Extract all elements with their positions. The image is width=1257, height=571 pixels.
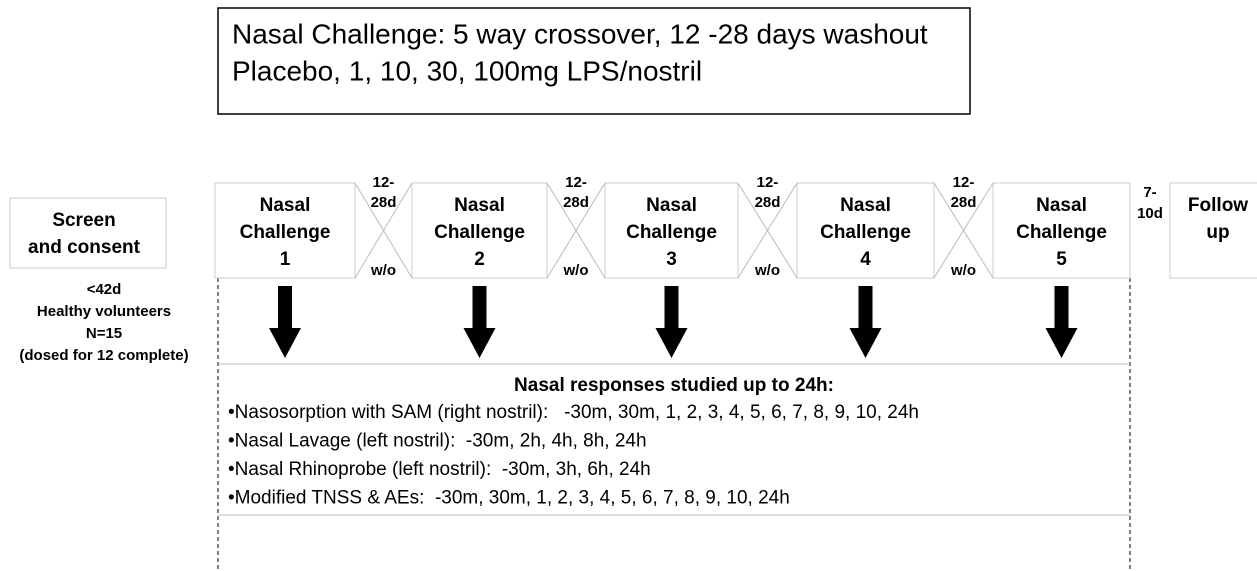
challenge-line: 1 [280, 249, 291, 270]
challenge-line: Nasal [454, 195, 505, 216]
challenge-line: Challenge [820, 222, 911, 243]
arrow [1045, 286, 1078, 358]
washout-label: w/o [950, 262, 976, 279]
response-item: •Modified TNSS & AEs: -30m, 30m, 1, 2, 3… [228, 488, 790, 509]
washout-label: 12- [953, 174, 975, 191]
response-item: •Nasal Lavage (left nostril): -30m, 2h, … [228, 431, 647, 452]
challenge-line: 3 [666, 249, 677, 270]
challenge-line: Challenge [434, 222, 525, 243]
arrow [463, 286, 496, 358]
challenge-line: Nasal [646, 195, 697, 216]
header-line: Placebo, 1, 10, 30, 100mg LPS/nostril [232, 55, 702, 86]
cross-line [933, 182, 994, 279]
challenge-line: Nasal [260, 195, 311, 216]
challenge-line: 2 [474, 249, 485, 270]
screen-box [9, 197, 167, 269]
screen-line: Screen [52, 210, 115, 231]
washout-label: 12- [757, 174, 779, 191]
followup-line: Follow [1188, 195, 1248, 216]
arrow [269, 286, 301, 358]
response-item: •Nasosorption with SAM (right nostril): … [228, 402, 919, 423]
challenge-line: Challenge [240, 222, 331, 243]
washout-label: w/o [563, 262, 589, 279]
followup-line: up [1206, 222, 1229, 243]
washout-label: 28d [755, 194, 781, 211]
challenge-box [214, 182, 356, 279]
arrow [849, 286, 882, 358]
washout-label: w/o [370, 262, 396, 279]
cross-line [546, 182, 606, 279]
header-line: Nasal Challenge: 5 way crossover, 12 -28… [232, 18, 928, 49]
washout-label: w/o [754, 262, 780, 279]
response-item: •Nasal Rhinoprobe (left nostril): -30m, … [228, 459, 651, 480]
gap-label: 10d [1137, 205, 1163, 222]
challenge-line: Nasal [1036, 195, 1087, 216]
washout-label: 12- [565, 174, 587, 191]
cross-line [354, 182, 413, 279]
header-box [217, 7, 971, 115]
cross-line [737, 182, 798, 279]
challenge-line: 4 [860, 249, 871, 270]
challenge-box [411, 182, 548, 279]
gap-label: 7- [1143, 184, 1156, 201]
screen-note: Healthy volunteers [37, 303, 171, 320]
screen-line: and consent [28, 237, 141, 258]
challenge-line: Nasal [840, 195, 891, 216]
screen-note: <42d [87, 281, 122, 298]
washout-label: 28d [563, 194, 589, 211]
followup-box [1169, 182, 1257, 279]
challenge-box [604, 182, 739, 279]
arrow [655, 286, 688, 358]
washout-label: 12- [373, 174, 395, 191]
screen-note: (dosed for 12 complete) [19, 347, 188, 364]
challenge-line: Challenge [626, 222, 717, 243]
screen-note: N=15 [86, 325, 122, 342]
washout-label: 28d [371, 194, 397, 211]
challenge-box [796, 182, 935, 279]
washout-label: 28d [951, 194, 977, 211]
responses-title: Nasal responses studied up to 24h: [514, 375, 834, 396]
challenge-line: Challenge [1016, 222, 1107, 243]
challenge-line: 5 [1056, 249, 1067, 270]
challenge-box [992, 182, 1131, 279]
